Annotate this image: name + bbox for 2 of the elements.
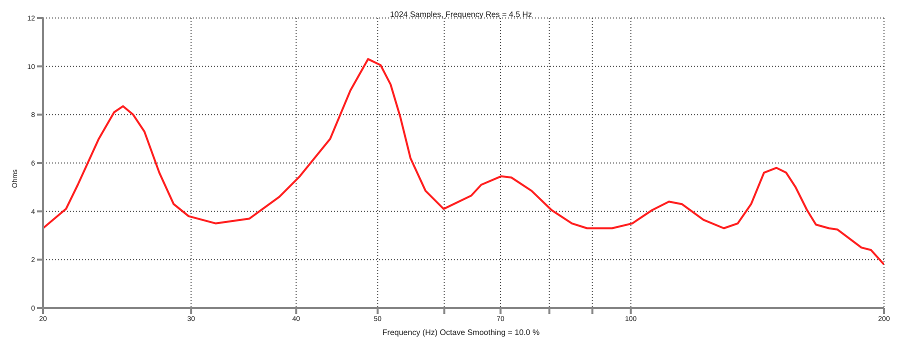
chart-title: 1024 Samples, Frequency Res = 4.5 Hz (390, 10, 532, 19)
x-axis-title: Frequency (Hz) Octave Smoothing = 10.0 % (381, 328, 541, 337)
